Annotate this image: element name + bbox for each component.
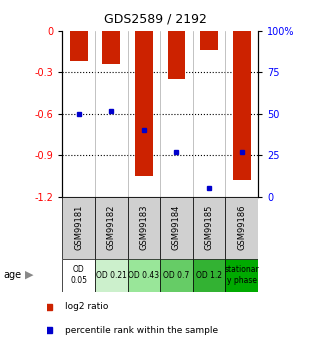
Text: GSM99182: GSM99182 (107, 205, 116, 250)
Bar (225, 259, 258, 292)
Bar (95, 197, 128, 259)
Text: GSM99181: GSM99181 (74, 205, 83, 250)
Text: GSM99183: GSM99183 (139, 205, 148, 250)
Text: GSM99184: GSM99184 (172, 205, 181, 250)
Bar (102, 31, 120, 64)
Bar (135, 31, 153, 176)
Bar (233, 31, 251, 180)
Text: GSM99186: GSM99186 (237, 205, 246, 250)
Bar (62, 259, 95, 292)
Bar (128, 259, 160, 292)
Bar (168, 31, 185, 79)
Text: stationar
y phase: stationar y phase (225, 265, 259, 285)
Bar (193, 259, 225, 292)
Text: OD
0.05: OD 0.05 (70, 265, 87, 285)
Text: OD 0.21: OD 0.21 (96, 270, 127, 280)
Bar (70, 31, 87, 61)
Text: percentile rank within the sample: percentile rank within the sample (65, 326, 218, 335)
Bar (225, 197, 258, 259)
Bar (62, 197, 95, 259)
Text: OD 0.43: OD 0.43 (128, 270, 160, 280)
Text: OD 0.7: OD 0.7 (163, 270, 190, 280)
Bar (160, 259, 193, 292)
Bar (160, 197, 193, 259)
Text: GSM99185: GSM99185 (205, 205, 214, 250)
Text: GDS2589 / 2192: GDS2589 / 2192 (104, 12, 207, 25)
Bar (95, 259, 128, 292)
Bar (200, 31, 218, 50)
Bar (193, 197, 225, 259)
Bar (128, 197, 160, 259)
Text: log2 ratio: log2 ratio (65, 302, 109, 311)
Text: ▶: ▶ (25, 270, 34, 280)
Text: age: age (3, 270, 21, 280)
Text: OD 1.2: OD 1.2 (196, 270, 222, 280)
